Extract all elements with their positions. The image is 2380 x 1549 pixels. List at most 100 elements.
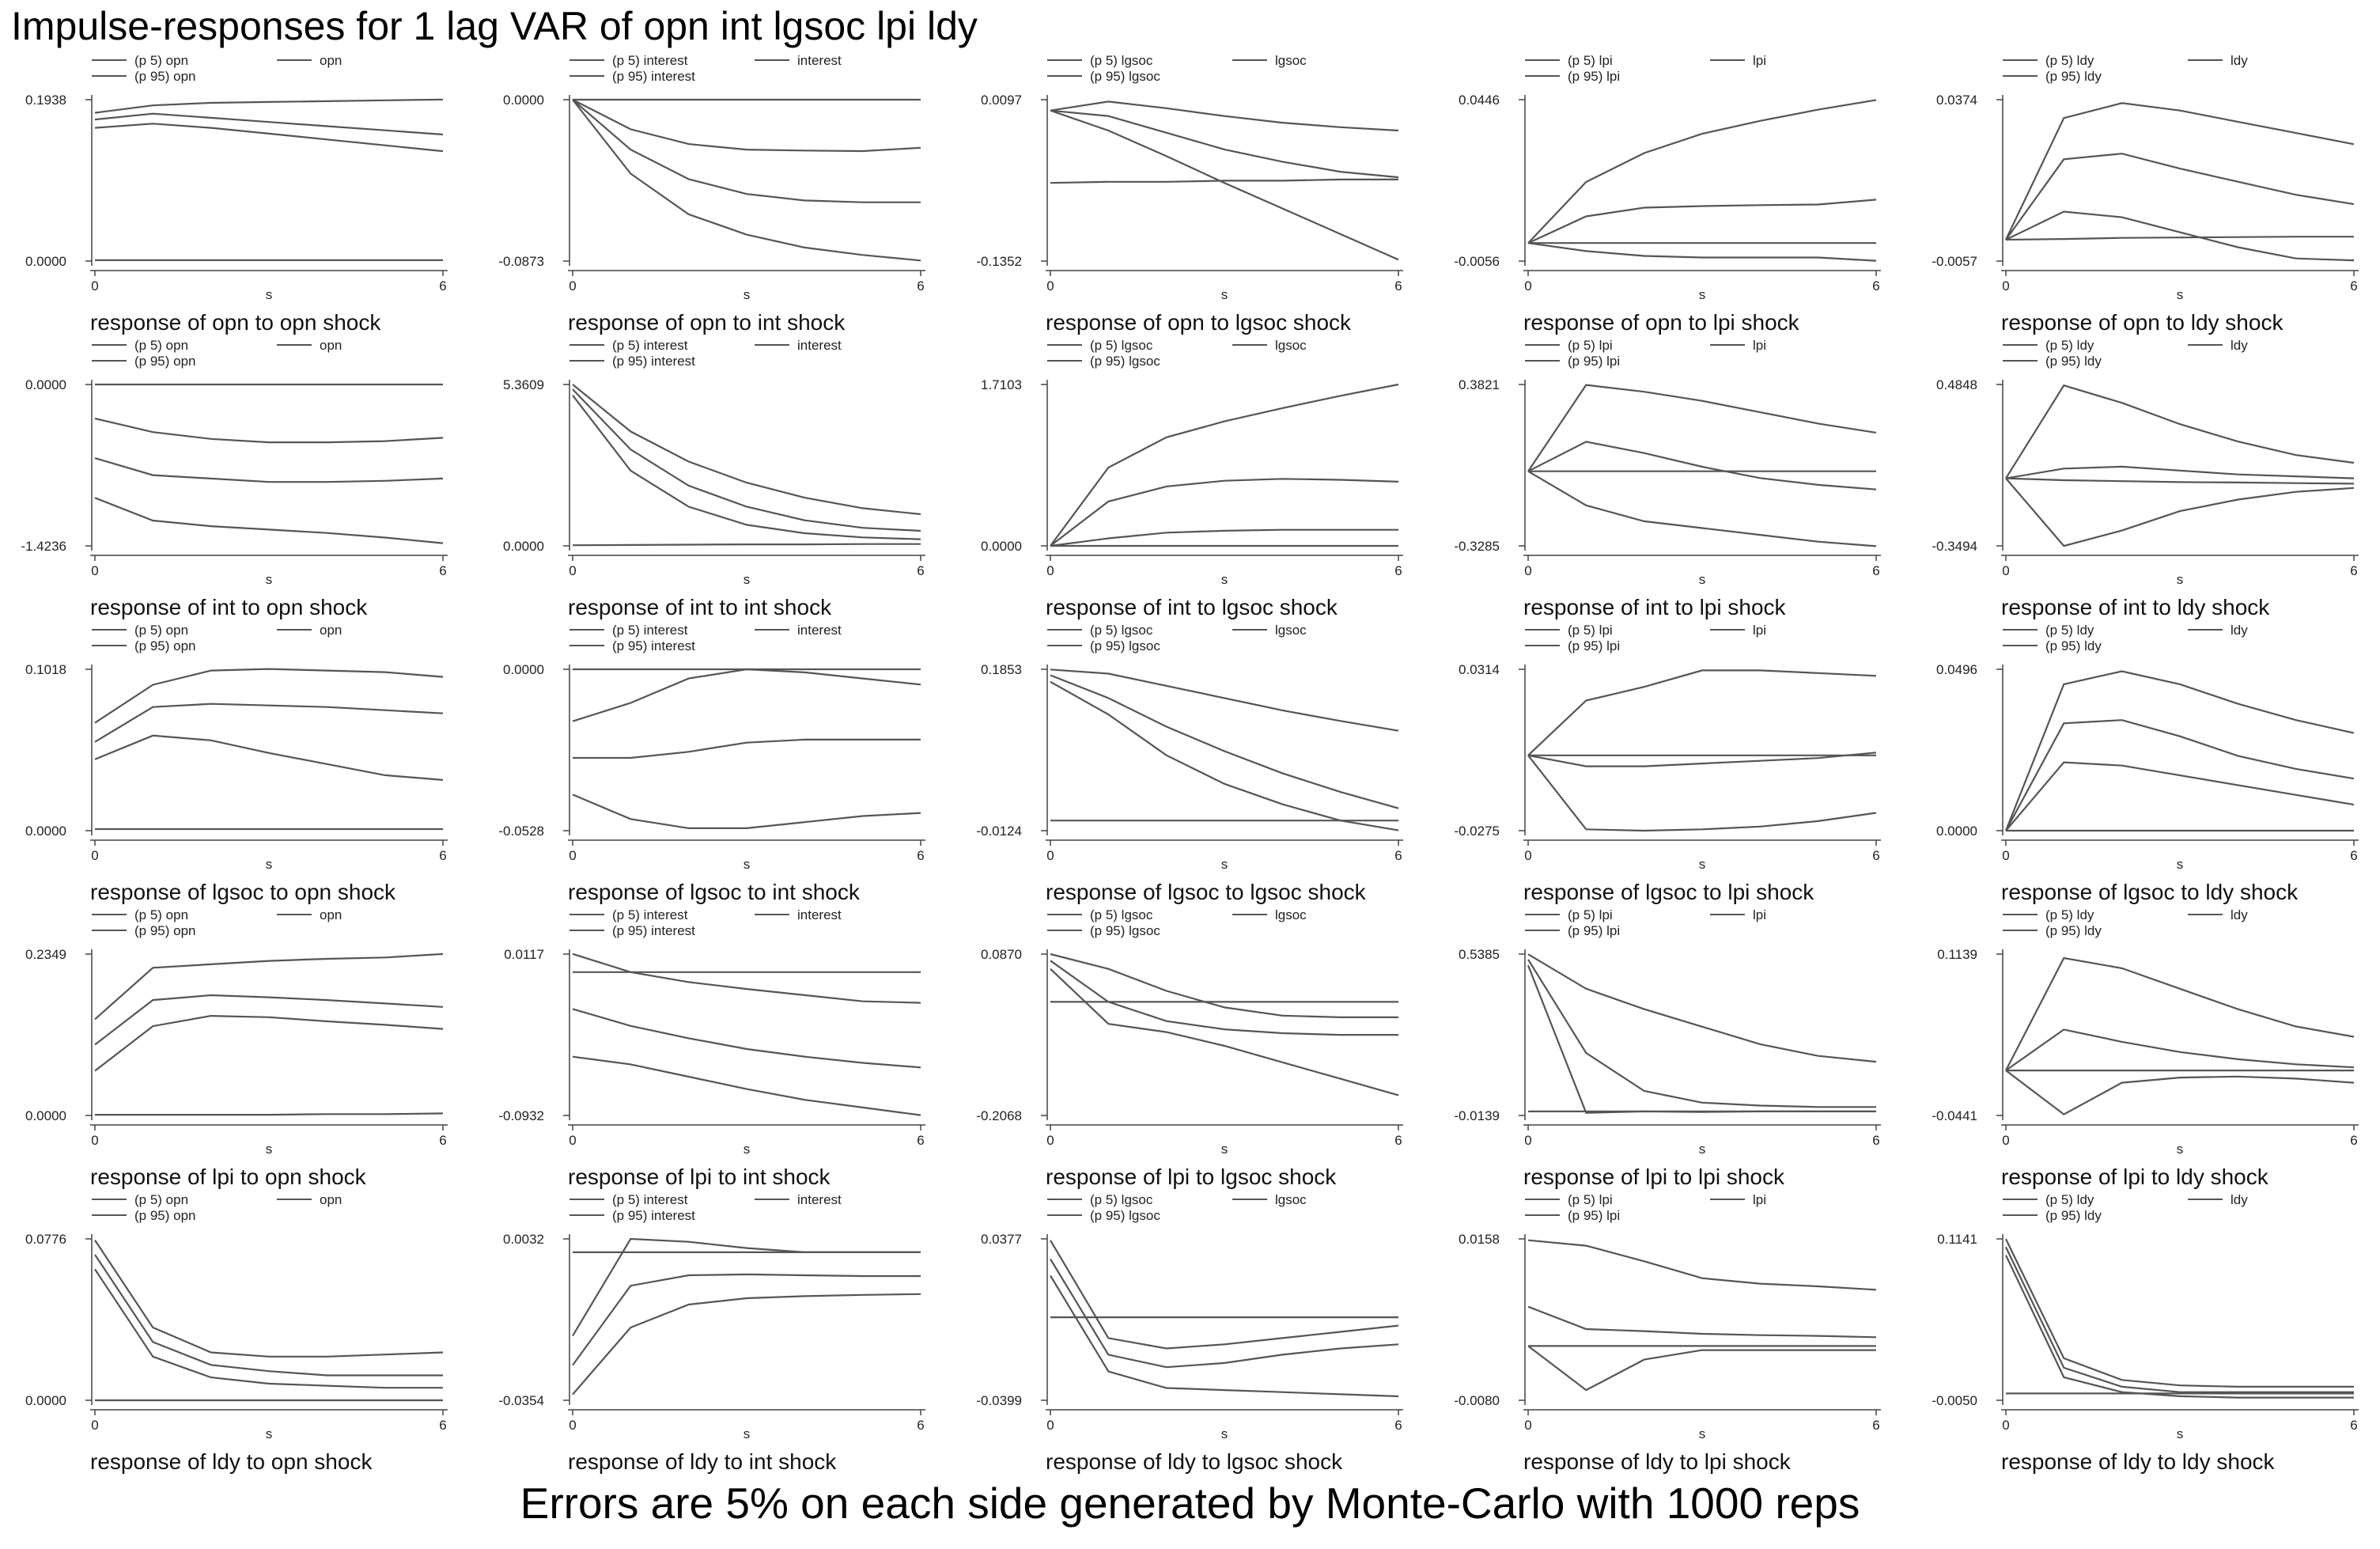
x-axis-label: s: [266, 572, 273, 587]
irf-series-line: [572, 99, 921, 203]
panel-caption: response of opn to ldy shock: [2001, 310, 2284, 335]
y-tick-label: 0.0000: [25, 1393, 66, 1408]
irf-panel: (p 5) lpi lpi (p 95) lpi 0.3821 -0.3285 0 6 s re…: [1454, 338, 1881, 619]
x-tick-label: 0: [91, 848, 98, 863]
irf-series-line: [94, 668, 444, 724]
x-tick-label: 6: [2350, 848, 2357, 863]
irf-panel: (p 5) lpi lpi (p 95) lpi 0.5385 -0.0139 0 6 s re…: [1454, 907, 1881, 1189]
x-tick-label: 6: [1394, 1418, 1402, 1433]
irf-series-line: [1050, 100, 1399, 132]
legend-label: (p 5) ldy: [2045, 1192, 2094, 1207]
irf-series-line: [2005, 477, 2355, 485]
irf-series-line: [1050, 953, 1398, 1019]
legend-label: lpi: [1753, 907, 1766, 922]
y-tick-label: -0.0139: [1454, 1108, 1500, 1123]
irf-series-line: [94, 1254, 443, 1377]
legend-label: (p 5) opn: [134, 1192, 188, 1207]
irf-series-line: [1050, 178, 1398, 184]
x-tick-label: 0: [1524, 848, 1531, 863]
legend-label: lgsoc: [1275, 907, 1307, 922]
irf-series-line: [94, 497, 444, 544]
irf-series-line: [572, 395, 921, 540]
legend-label: ldy: [2231, 907, 2248, 922]
y-tick-label: 0.3821: [1459, 377, 1500, 392]
legend-label: lpi: [1753, 623, 1766, 638]
y-tick-label: 0.0000: [503, 662, 544, 677]
panel-caption: response of ldy to lpi shock: [1523, 1449, 1792, 1474]
irf-series-line: [2005, 1028, 2355, 1071]
irf-series-line: [2005, 102, 2355, 240]
legend-label: (p 95) ldy: [2045, 354, 2102, 369]
irf-series-line: [1527, 384, 1877, 472]
irf-series-line: [1050, 109, 1399, 179]
irf-series-line: [2005, 719, 2355, 831]
y-tick-label: 0.0314: [1459, 662, 1500, 677]
y-tick-label: 0.0000: [981, 539, 1022, 554]
x-tick-label: 0: [569, 1418, 576, 1433]
x-axis-label: s: [1221, 287, 1228, 302]
x-axis-label: s: [1699, 572, 1706, 587]
legend-label: ldy: [2231, 1192, 2248, 1207]
y-tick-label: -0.2068: [976, 1108, 1022, 1123]
irf-series-line: [2005, 477, 2355, 547]
legend-label: (p 95) lgsoc: [1090, 923, 1160, 938]
irf-series-line: [1527, 441, 1877, 490]
panel-caption: response of ldy to ldy shock: [2001, 1449, 2276, 1474]
legend-label: (p 95) lpi: [1568, 354, 1620, 369]
x-axis-label: s: [744, 1142, 751, 1157]
x-tick-label: 0: [2002, 848, 2009, 863]
irf-panel: (p 5) ldy ldy (p 95) ldy 0.4848 -0.3494 0 6 s re…: [1932, 338, 2359, 619]
panel-caption: response of ldy to opn shock: [90, 1449, 373, 1474]
legend-label: lpi: [1753, 338, 1766, 353]
irf-series-line: [1050, 968, 1399, 1096]
x-tick-label: 0: [1524, 278, 1531, 294]
x-axis-label: s: [266, 1142, 273, 1157]
x-tick-label: 0: [1524, 1133, 1531, 1148]
x-axis-label: s: [1699, 1426, 1706, 1441]
legend-label: lgsoc: [1275, 623, 1307, 638]
panel-caption: response of opn to int shock: [568, 310, 846, 335]
y-tick-label: -0.0275: [1454, 824, 1500, 839]
panel-caption: response of lpi to lgsoc shock: [1046, 1165, 1337, 1189]
x-tick-label: 0: [2002, 563, 2009, 578]
x-tick-label: 6: [1872, 848, 1879, 863]
irf-panel: (p 5) opn opn (p 95) opn 0.1938 0.0000 0 6 s res…: [25, 53, 448, 335]
irf-panel: (p 5) interest interest (p 95) interest 0.0…: [498, 1192, 925, 1474]
legend-label: (p 5) interest: [612, 53, 688, 68]
legend-label: (p 95) lpi: [1568, 923, 1620, 938]
legend-label: (p 95) opn: [134, 1208, 196, 1223]
y-tick-label: -0.0124: [976, 824, 1022, 839]
legend-label: (p 5) lpi: [1568, 1192, 1613, 1207]
panel-caption: response of lpi to ldy shock: [2001, 1165, 2269, 1189]
irf-series-line: [572, 793, 921, 830]
y-tick-label: 0.0097: [981, 93, 1022, 108]
legend-label: (p 95) ldy: [2045, 69, 2102, 84]
legend-label: (p 5) lgsoc: [1090, 53, 1153, 68]
chart-title: Impulse-responses for 1 lag VAR of opn i…: [11, 4, 978, 48]
chart-footnote: Errors are 5% on each side generated by …: [520, 1479, 1860, 1528]
legend-label: (p 5) interest: [612, 1192, 688, 1207]
irf-series-line: [572, 99, 921, 262]
panel-caption: response of lpi to opn shock: [90, 1165, 367, 1189]
legend-label: (p 5) ldy: [2045, 623, 2094, 638]
legend-label: (p 5) opn: [134, 907, 188, 922]
irf-series-line: [1050, 1240, 1399, 1350]
irf-panel: (p 5) lgsoc lgsoc (p 95) lgsoc 0.0097 -0.135…: [976, 53, 1403, 335]
legend-label: (p 95) lpi: [1568, 1208, 1620, 1223]
x-tick-label: 0: [1046, 563, 1054, 578]
irf-series-line: [1527, 199, 1877, 244]
legend-label: (p 95) opn: [134, 354, 196, 369]
x-tick-label: 6: [2350, 278, 2357, 294]
irf-series-line: [572, 1008, 921, 1069]
legend-label: (p 5) ldy: [2045, 53, 2094, 68]
irf-series-line: [2005, 236, 2354, 241]
x-axis-label: s: [266, 857, 273, 872]
y-tick-label: 0.0374: [1936, 93, 1977, 108]
x-axis-label: s: [1699, 287, 1706, 302]
panel-caption: response of lpi to int shock: [568, 1165, 831, 1189]
panel-caption: response of opn to opn shock: [90, 310, 381, 335]
legend-label: opn: [320, 623, 342, 638]
y-tick-label: 0.0032: [503, 1232, 544, 1247]
irf-panel: (p 5) interest interest (p 95) interest 0.0…: [498, 53, 925, 335]
legend-label: lgsoc: [1275, 338, 1307, 353]
